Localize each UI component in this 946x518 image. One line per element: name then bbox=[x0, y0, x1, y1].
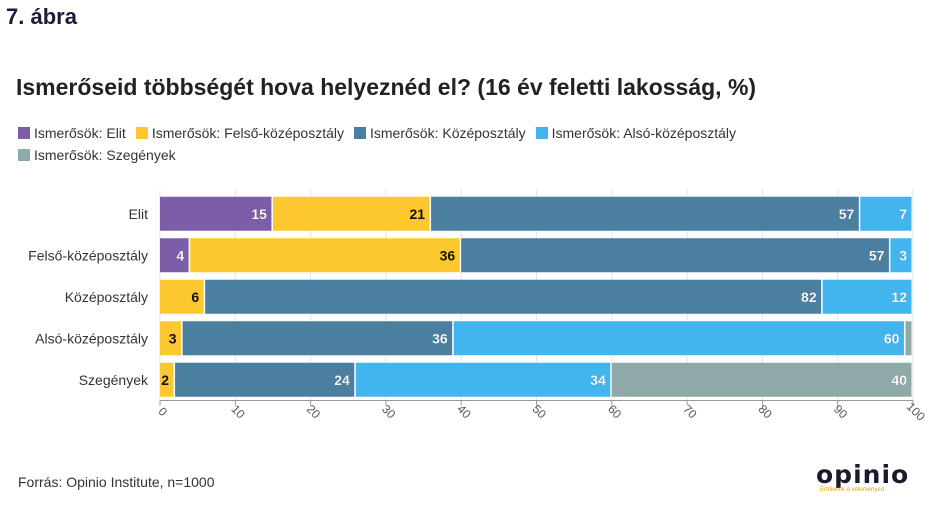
figure-label: 7. ábra bbox=[6, 4, 77, 29]
data-label: 36 bbox=[440, 247, 456, 263]
chart-title: Ismerőseid többségét hova helyeznéd el? … bbox=[16, 74, 757, 100]
data-label: 40 bbox=[891, 372, 907, 388]
data-label: 3 bbox=[899, 247, 907, 263]
legend-item: Ismerősök: Felső-középosztály bbox=[135, 122, 344, 144]
legend-item: Ismerősök: Alsó-középosztály bbox=[535, 122, 737, 144]
data-label: 36 bbox=[432, 330, 448, 346]
x-tick-label: 90 bbox=[831, 402, 851, 422]
bar-segment bbox=[611, 362, 912, 397]
legend: Ismerősök: Elit Ismerősök: Felső-középosz… bbox=[18, 122, 818, 166]
x-tick-label: 60 bbox=[605, 402, 625, 422]
legend-item: Ismerősök: Középosztály bbox=[354, 122, 526, 144]
legend-label: Ismerősök: Felső-középosztály bbox=[151, 125, 344, 141]
data-label: 21 bbox=[410, 206, 426, 222]
legend-label: Ismerősök: Szegények bbox=[34, 147, 176, 163]
data-label: 57 bbox=[869, 247, 885, 263]
bar-segment bbox=[890, 238, 912, 273]
bar-segment bbox=[355, 362, 611, 397]
bar-segment bbox=[160, 196, 272, 231]
bar-segment bbox=[160, 362, 174, 397]
bar-segment bbox=[160, 238, 189, 273]
legend-swatch bbox=[18, 149, 30, 161]
logo-tagline: Értékeink a véleményed bbox=[820, 487, 885, 493]
data-label: 57 bbox=[839, 206, 855, 222]
bar-segment bbox=[461, 238, 889, 273]
bar-segment bbox=[905, 321, 912, 356]
bar-segment bbox=[160, 279, 204, 314]
source-note: Forrás: Opinio Institute, n=1000 bbox=[18, 474, 215, 490]
category-label: Elit bbox=[129, 206, 149, 222]
x-tick-label: 80 bbox=[756, 402, 776, 422]
x-tick-label: 30 bbox=[379, 402, 399, 422]
x-tick-label: 50 bbox=[530, 402, 550, 422]
logo-text: opinio bbox=[816, 460, 910, 489]
legend-swatch bbox=[354, 127, 366, 139]
data-label: 4 bbox=[176, 247, 184, 263]
bar-segment bbox=[272, 196, 430, 231]
data-label: 82 bbox=[801, 289, 817, 305]
legend-swatch bbox=[18, 127, 30, 139]
x-tick-label: 100 bbox=[904, 400, 928, 424]
data-label: 60 bbox=[884, 330, 900, 346]
x-tick-label: 40 bbox=[454, 402, 474, 422]
legend-swatch bbox=[135, 127, 148, 139]
bar-segment bbox=[190, 238, 460, 273]
category-label: Felső-középosztály bbox=[28, 247, 148, 263]
data-label: 24 bbox=[334, 372, 350, 388]
bar-segment bbox=[453, 321, 904, 356]
data-label: 15 bbox=[251, 206, 267, 222]
legend-label: Ismerősök: Alsó-középosztály bbox=[551, 125, 737, 141]
opinio-logo: opinio Értékeink a véleményed bbox=[816, 460, 916, 500]
data-label: 3 bbox=[169, 330, 177, 346]
data-label: 2 bbox=[161, 372, 169, 388]
x-tick-label: 70 bbox=[680, 402, 700, 422]
bar-segment bbox=[860, 196, 912, 231]
data-label: 7 bbox=[899, 206, 907, 222]
bar-segment bbox=[431, 196, 859, 231]
category-label: Középosztály bbox=[65, 289, 148, 305]
bar-segment bbox=[205, 279, 822, 314]
legend-item: Ismerősök: Szegények bbox=[18, 144, 176, 166]
legend-item: Ismerősök: Elit bbox=[18, 122, 126, 144]
legend-label: Ismerősök: Elit bbox=[34, 125, 126, 141]
category-label: Szegények bbox=[79, 372, 149, 388]
bar-segment bbox=[175, 362, 355, 397]
bar-segment bbox=[822, 279, 912, 314]
data-label: 6 bbox=[191, 289, 199, 305]
x-tick-label: 10 bbox=[228, 402, 248, 422]
x-tick-label: 0 bbox=[156, 404, 171, 419]
bar-segment bbox=[182, 321, 453, 356]
data-label: 12 bbox=[891, 289, 907, 305]
legend-swatch bbox=[535, 127, 548, 139]
bar-segment bbox=[160, 321, 182, 356]
data-label: 34 bbox=[590, 372, 606, 388]
x-tick-label: 20 bbox=[304, 402, 324, 422]
legend-label: Ismerősök: Középosztály bbox=[370, 125, 526, 141]
category-label: Alsó-középosztály bbox=[35, 330, 148, 346]
